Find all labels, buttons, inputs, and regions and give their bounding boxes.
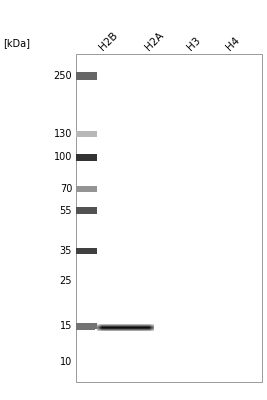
Bar [101,324,102,331]
Bar [97,328,154,329]
Bar [153,324,154,331]
Text: 35: 35 [60,246,72,256]
Bar [76,54,262,382]
Bar [97,326,154,327]
Bar [76,72,97,80]
Text: [kDa]: [kDa] [3,38,30,48]
Bar [97,328,154,329]
Text: 130: 130 [54,129,72,139]
Bar [151,324,152,331]
Bar [97,328,154,329]
Bar [152,324,153,331]
Bar [76,323,97,329]
Bar [100,324,101,331]
Text: H3: H3 [185,35,202,52]
Text: 70: 70 [60,184,72,194]
Text: H2A: H2A [144,30,166,52]
Bar [97,330,154,331]
Bar [76,248,97,254]
Bar [97,324,154,325]
Bar [97,327,154,328]
Bar [76,131,97,137]
Text: 15: 15 [60,321,72,331]
Bar [97,324,154,325]
Bar [98,324,99,331]
Bar [97,329,154,330]
Bar [99,324,100,331]
Text: 25: 25 [60,276,72,286]
Bar [76,324,95,330]
Bar [97,330,154,331]
Text: 10: 10 [60,357,72,367]
Bar [97,324,98,331]
Bar [97,326,154,327]
Text: H4: H4 [224,35,241,52]
Bar [149,324,150,331]
Bar [97,325,154,326]
Text: 55: 55 [60,206,72,216]
Bar [150,324,151,331]
Bar [97,325,154,326]
Text: H2B: H2B [97,30,119,52]
Text: 100: 100 [54,152,72,162]
Bar [76,207,97,214]
Bar [97,329,154,330]
Bar [97,326,154,327]
Bar [97,325,154,326]
Bar [97,327,154,328]
Bar [97,327,154,328]
Bar [76,186,97,192]
Text: 250: 250 [53,71,72,81]
Bar [76,154,97,161]
